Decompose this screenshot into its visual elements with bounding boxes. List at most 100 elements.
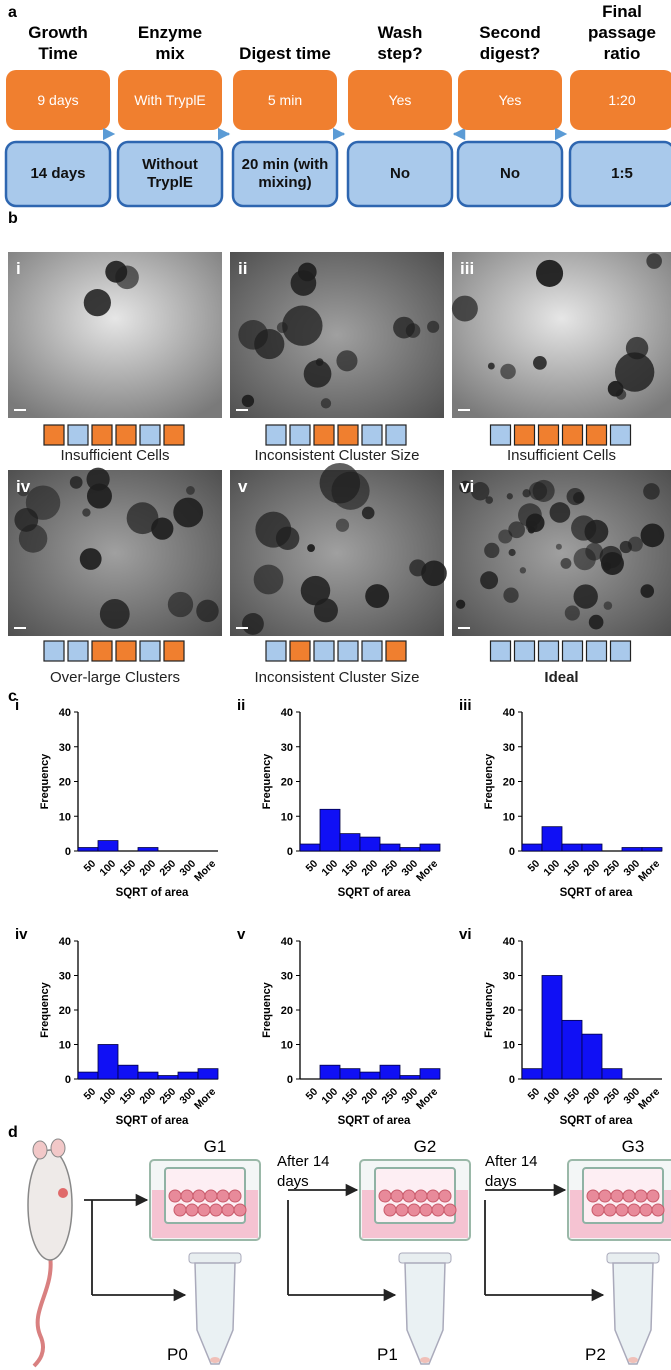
y-tick-label: 20 (503, 1005, 515, 1017)
option-box (458, 70, 562, 130)
condition-square (289, 424, 311, 446)
cell-cluster (566, 488, 584, 506)
y-tick-label: 0 (65, 846, 71, 858)
caption: Over-large Clusters (49, 669, 181, 686)
bar (77, 847, 99, 852)
tube-label: P1 (377, 1345, 398, 1364)
tube-pellet (210, 1357, 220, 1363)
y-tick-label: 20 (59, 777, 71, 789)
x-tick-label: 50 (525, 1086, 542, 1103)
organoid (639, 1203, 653, 1217)
x-tick-label: 250 (601, 1086, 622, 1107)
cell-cluster (600, 552, 624, 576)
cell-cluster (361, 506, 375, 520)
tube-cap (188, 1252, 242, 1264)
organoid (185, 1203, 199, 1217)
x-axis-label: SQRT of area (560, 1115, 633, 1127)
option-box (348, 70, 452, 130)
option-text: Yes (498, 91, 522, 108)
x-tick-label: 250 (157, 858, 178, 879)
condition-square (289, 640, 311, 662)
chart-panel-label: ii (237, 697, 245, 714)
caption: Insufficient Cells (60, 447, 170, 464)
mouse-ear (32, 1140, 48, 1160)
condition-square (91, 640, 113, 662)
cell-cluster (82, 508, 91, 517)
condition-square (139, 640, 161, 662)
bar (197, 1068, 219, 1080)
cell-cluster (167, 591, 194, 618)
bar (97, 1044, 119, 1080)
well-label: G2 (414, 1137, 437, 1156)
bar (319, 808, 341, 852)
cell-cluster (646, 253, 662, 269)
option-text: 14 days (30, 165, 86, 182)
bar (541, 826, 563, 852)
y-tick-label: 40 (59, 936, 71, 948)
bar (97, 840, 119, 852)
y-tick-label: 0 (287, 1074, 293, 1086)
y-tick-label: 40 (281, 936, 293, 948)
y-tick-label: 10 (281, 811, 293, 823)
x-tick-label: 100 (541, 1086, 562, 1107)
cell-cluster (533, 356, 547, 370)
option-text: Without TryplE (142, 156, 198, 191)
cell-cluster (282, 305, 323, 346)
caption: Insufficient Cells (507, 447, 616, 464)
x-tick-label: 100 (319, 858, 340, 879)
cell-cluster (614, 352, 655, 392)
cell-cluster (335, 518, 350, 532)
bar (339, 1068, 361, 1080)
cell-cluster (555, 543, 562, 550)
organoid (378, 1189, 392, 1203)
cell-cluster (640, 523, 665, 548)
organoid (426, 1189, 440, 1203)
cell-cluster (365, 584, 390, 609)
condition-square (43, 640, 65, 662)
cell-cluster (625, 336, 649, 360)
condition-square (513, 640, 536, 662)
image-label: iii (460, 259, 474, 278)
interval-label: After 14 days (277, 1153, 330, 1190)
bar (419, 843, 441, 852)
bar (177, 1071, 199, 1080)
organoid (395, 1203, 409, 1217)
condition-square (561, 424, 584, 446)
condition-square (91, 424, 113, 446)
condition-square (163, 424, 185, 446)
y-tick-label: 10 (281, 1040, 293, 1052)
option-text: No (390, 165, 410, 182)
condition-square (513, 424, 536, 446)
column-header: Growth Time (28, 23, 88, 63)
y-tick-label: 40 (503, 936, 515, 948)
cell-cluster (503, 587, 519, 603)
x-tick-label: 150 (561, 1086, 582, 1107)
option-box (233, 70, 337, 130)
x-tick-label: 200 (137, 858, 158, 879)
option-box (456, 140, 564, 208)
cell-cluster (508, 521, 526, 539)
y-axis-label: Frequency (261, 981, 273, 1038)
bar (359, 1071, 381, 1080)
cell-cluster (564, 605, 580, 621)
cell-cluster (421, 560, 447, 587)
organoid (383, 1203, 397, 1217)
x-axis-label: SQRT of area (116, 887, 189, 899)
bar (299, 843, 321, 852)
chart-panel-label: iv (15, 926, 28, 943)
bar (581, 1033, 603, 1080)
cell-cluster (455, 599, 466, 609)
x-tick-label: 200 (581, 1086, 602, 1107)
y-axis-label: Frequency (261, 753, 273, 810)
cell-cluster (588, 614, 604, 630)
tube (404, 1262, 446, 1365)
cell-cluster (196, 599, 219, 623)
cell-cluster (336, 350, 358, 372)
x-tick-label: 150 (339, 858, 360, 879)
organoid (646, 1189, 660, 1203)
organoid (438, 1189, 452, 1203)
y-tick-label: 0 (509, 1074, 515, 1086)
cell-cluster (484, 542, 500, 559)
condition-square (139, 424, 161, 446)
